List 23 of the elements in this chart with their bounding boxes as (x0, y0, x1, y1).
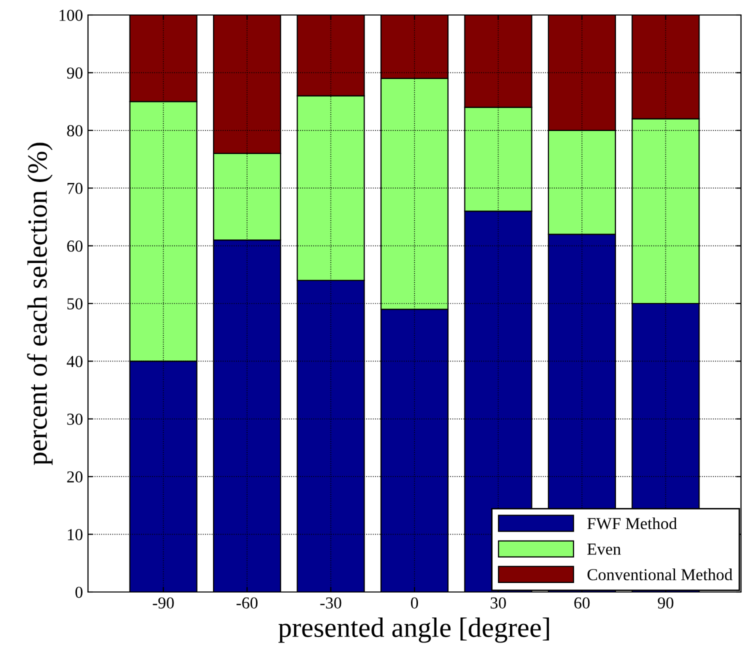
x-tick-label: -60 (236, 597, 258, 609)
x-tick-label: 90 (658, 597, 674, 609)
legend-label: FWF Method (587, 517, 677, 530)
x-tick-label: -90 (152, 597, 174, 609)
x-tick-label: 60 (574, 597, 590, 609)
y-tick-label: 70 (68, 182, 83, 194)
y-tick-label: 80 (67, 125, 83, 136)
x-tick-label: -30 (320, 597, 342, 609)
legend-label: Even (587, 544, 621, 555)
y-tick-label: 10 (68, 529, 83, 540)
y-tick-label: 30 (67, 414, 83, 425)
y-tick-label: 40 (66, 356, 83, 368)
x-tick-label: 0 (410, 597, 418, 609)
y-tick-label: 60 (67, 240, 83, 252)
x-tick-label: 30 (490, 597, 506, 609)
x-axis-title: presented angle [degree] (278, 618, 549, 643)
y-tick-label: 20 (67, 471, 83, 483)
y-tick-label: 100 (60, 10, 83, 21)
y-tick-label: 90 (67, 67, 83, 79)
y-tick-label: 50 (67, 298, 83, 310)
y-tick-label: 0 (75, 586, 83, 598)
y-axis-title: percent of each selection (%) (27, 142, 53, 466)
legend-label: Conventional Method (588, 568, 732, 580)
